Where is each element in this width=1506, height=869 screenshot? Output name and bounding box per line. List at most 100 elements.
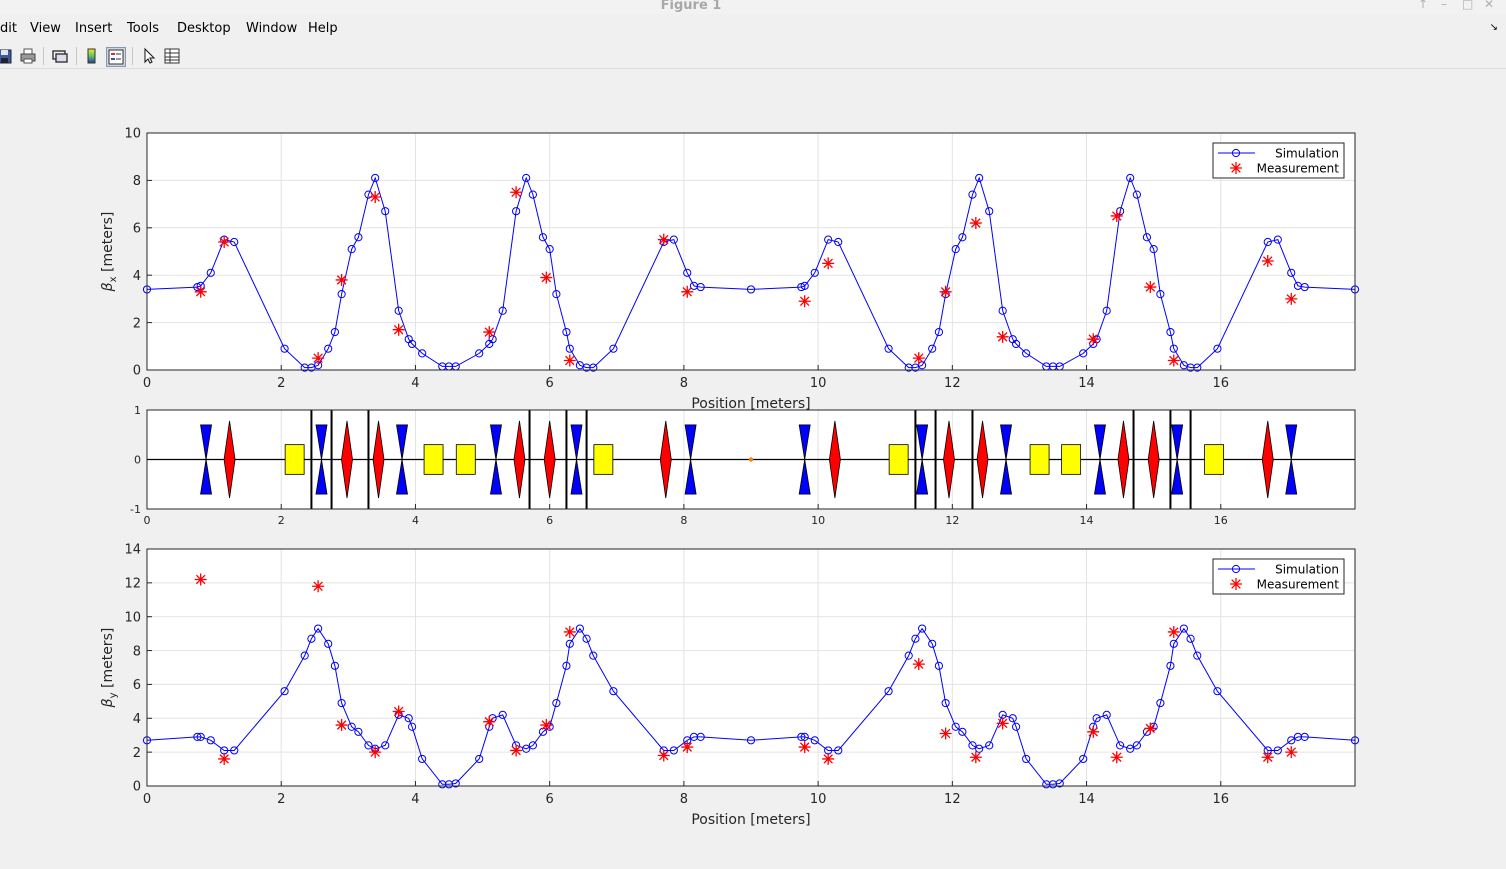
- simulation-point: [1055, 779, 1064, 788]
- focusing-quadrupole: [1094, 424, 1106, 495]
- measurement-point: [392, 323, 405, 336]
- simulation-point: [407, 722, 417, 731]
- legend-icon[interactable]: [106, 47, 126, 67]
- link-icon[interactable]: [51, 47, 69, 65]
- simulation-point: [475, 349, 484, 358]
- simulation-point: [565, 344, 574, 353]
- x-tick-label: 8: [680, 376, 688, 391]
- focusing-quadrupole: [916, 424, 929, 495]
- menu-view[interactable]: View: [30, 21, 61, 36]
- legend-simulation-marker: [1231, 148, 1241, 158]
- simulation-point: [394, 306, 403, 315]
- simulation-point: [1116, 741, 1125, 750]
- menu-insert[interactable]: Insert: [75, 21, 113, 36]
- simulation-point: [582, 634, 591, 643]
- y-tick-label: 2: [133, 316, 141, 331]
- simulation-point: [941, 698, 950, 708]
- simulation-point: [683, 268, 692, 277]
- simulation-point: [958, 727, 967, 736]
- simulation-line: [146, 176, 1356, 369]
- close-icon[interactable]: ✕: [1484, 0, 1495, 11]
- simulation-point: [280, 687, 289, 696]
- simulation-point: [1300, 732, 1309, 742]
- x-tick-label: 0: [143, 792, 151, 807]
- simulation-point: [193, 732, 202, 742]
- simulation-point: [884, 344, 893, 353]
- print-icon[interactable]: [19, 47, 37, 65]
- maximize-icon[interactable]: □: [1462, 0, 1474, 11]
- simulation-point: [324, 344, 333, 353]
- x-tick-label: 0: [144, 514, 151, 527]
- simulation-point: [314, 624, 323, 633]
- measurement-point: [969, 217, 982, 230]
- pin-icon[interactable]: ↑: [1418, 0, 1429, 11]
- simulation-point: [230, 746, 239, 755]
- defocusing-quadrupole: [976, 420, 989, 499]
- measurement-point: [312, 580, 325, 593]
- simulation-point: [904, 651, 913, 660]
- measurement-point: [483, 326, 496, 339]
- menu-overflow-icon[interactable]: ↘: [1489, 22, 1498, 33]
- simulation-point: [975, 744, 984, 753]
- defocusing-quadrupole: [828, 420, 841, 499]
- simulation-point: [800, 281, 809, 290]
- measurement-point: [335, 719, 348, 732]
- defocusing-quadrupole: [223, 420, 236, 499]
- axes-box: [146, 548, 1356, 787]
- menu-edit[interactable]: dit: [0, 21, 17, 36]
- simulation-point: [1102, 710, 1111, 720]
- simulation-point: [1300, 282, 1309, 292]
- simulation-point: [1079, 349, 1088, 358]
- simulation-point: [1079, 754, 1088, 764]
- simulation-point: [300, 651, 309, 660]
- simulation-point: [797, 282, 806, 292]
- minimize-icon[interactable]: –: [1441, 0, 1447, 11]
- menu-help[interactable]: Help: [308, 21, 338, 36]
- x-tick-label: 6: [546, 514, 553, 527]
- measurement-point: [369, 190, 382, 203]
- simulation-point: [800, 732, 809, 742]
- save-icon[interactable]: [0, 47, 14, 65]
- y-tick-label: -1: [130, 503, 141, 516]
- measurement-point: [1285, 292, 1298, 305]
- measurement-point: [510, 186, 523, 199]
- measurement-point: [681, 285, 694, 298]
- menu-window[interactable]: Window: [246, 21, 298, 36]
- x-tick-label: 12: [944, 376, 961, 391]
- simulation-point: [1126, 744, 1135, 753]
- measurement-point: [1261, 254, 1274, 267]
- legend-simulation-marker: [1231, 564, 1241, 574]
- simulation-point: [1273, 746, 1282, 755]
- focusing-quadrupole: [490, 424, 502, 495]
- plot-area: [147, 549, 1355, 786]
- menu-tools[interactable]: Tools: [127, 21, 160, 36]
- simulation-point: [985, 207, 994, 216]
- measurement-point: [657, 749, 670, 762]
- simulation-point: [371, 173, 380, 183]
- y-tick-label: 2: [133, 746, 141, 761]
- toolbar-separator: [76, 47, 77, 65]
- simulation-point: [330, 661, 340, 670]
- x-tick-label: 4: [411, 792, 419, 807]
- menu-desktop[interactable]: Desktop: [177, 21, 231, 36]
- simulation-point: [589, 651, 598, 660]
- measurement-point: [1110, 209, 1123, 222]
- simulation-point: [528, 190, 537, 199]
- property-inspector-icon[interactable]: [163, 47, 181, 65]
- colorbar-icon[interactable]: [83, 47, 101, 65]
- measurement-point: [1087, 725, 1100, 738]
- focusing-quadrupole: [684, 424, 697, 495]
- y-tick-label: 14: [124, 543, 141, 558]
- simulation-point: [934, 661, 944, 670]
- measurement-point: [1167, 354, 1180, 367]
- simulation-point: [1213, 687, 1222, 696]
- x-axis-label: Position [meters]: [691, 812, 810, 828]
- focusing-quadrupole: [200, 424, 213, 495]
- simulation-point: [810, 268, 819, 277]
- pointer-icon[interactable]: [140, 47, 158, 65]
- simulation-point: [1193, 363, 1202, 372]
- measurement-point: [912, 658, 925, 671]
- y-axis-label-subscript: y: [108, 692, 119, 698]
- measurement-point: [912, 352, 925, 365]
